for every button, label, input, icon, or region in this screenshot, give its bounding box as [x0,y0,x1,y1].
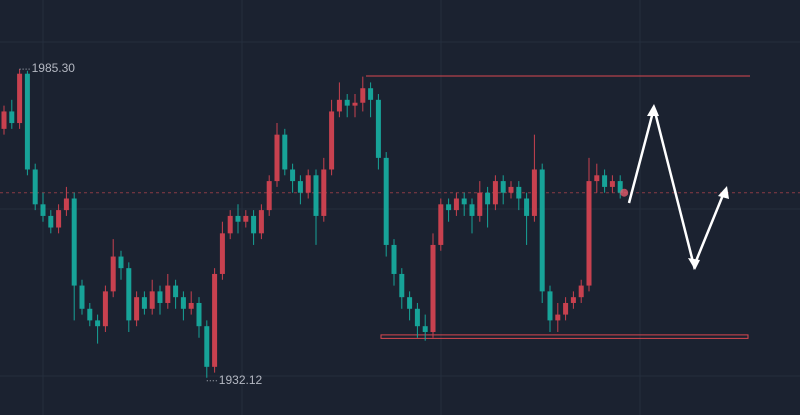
annotation-label: 1932.12 [219,373,263,387]
arrow-head [688,258,700,270]
candle-body [492,181,498,205]
candle-body [305,175,311,193]
candle-body [63,198,69,211]
candle-body [563,302,569,315]
candle-body [329,111,335,170]
candle-body [32,169,38,205]
candle-body [71,198,77,286]
candle-body [165,285,171,303]
candle-body [360,88,366,103]
candle-body [40,204,46,216]
candle-body [282,134,288,170]
candle-body [539,169,545,292]
candle-body [1,111,7,129]
candle-body [336,99,342,112]
forecast-arrows [627,104,729,270]
candle-body [134,297,140,321]
last-price-dot [620,188,629,197]
candle-body [570,297,576,303]
candle-body [407,297,413,309]
candle-body [469,204,475,216]
candle-body [375,99,381,158]
candle-body [290,169,296,182]
support-zone [380,334,749,339]
candle-body [149,291,155,309]
candle-body [368,88,374,100]
arrow-head [718,186,729,199]
candle-body [251,215,257,234]
candle-body [500,181,506,193]
candle-body [274,134,280,182]
candle-body [485,192,491,205]
candle-body [555,314,561,321]
candle-body [508,186,514,193]
candle-body [141,297,147,309]
candle-body [516,186,522,199]
candle-body [609,181,615,187]
candle-body [219,233,225,274]
candle-body [102,291,108,327]
candle-body [258,210,264,234]
candle-body [438,204,444,245]
candle-body [24,73,30,170]
candle-body [383,157,389,245]
candle-body [477,192,483,216]
candle-body [422,326,428,332]
candle-body [617,181,623,193]
forecast-path [627,107,727,270]
candle-body [531,169,537,216]
candle-body [399,273,405,298]
candle-body [594,175,600,182]
candle-body [321,169,327,216]
candle-body [602,175,608,187]
candle-body [547,291,553,321]
candle-body [212,273,218,367]
candle-body [9,111,15,124]
candle-body [126,268,132,321]
candle-body [344,99,350,106]
candle-body [227,215,233,234]
candle-body [430,244,436,332]
candle-body [524,198,530,216]
candle-body [578,285,584,298]
candle-body [87,308,93,321]
candle-body [352,102,358,106]
candle-body [118,256,124,269]
candle-body [95,320,101,327]
candle-body [414,308,420,327]
candle-body [17,73,23,124]
candle-body [297,181,303,193]
candle-body [461,198,467,205]
candle-body [48,215,54,228]
annotation-label: 1985.30 [32,61,76,75]
candle-body [243,215,249,222]
candle-body [453,198,459,211]
arrow-head [647,104,659,116]
candle-body [173,285,179,298]
candle-body [110,256,116,292]
candle-body [180,297,186,309]
candle-body [586,181,592,286]
plot: 1985.30 1932.12 [0,61,800,387]
candle-body [204,326,210,367]
candle-body [196,302,202,327]
candle-body [313,175,319,216]
candle-body [56,210,62,228]
candle-body [446,204,452,211]
candle-body [266,181,272,211]
candle-body [157,291,163,303]
candle-body [188,302,194,309]
candle-body [79,285,85,309]
candle-body [235,215,241,222]
candle-body [391,244,397,274]
